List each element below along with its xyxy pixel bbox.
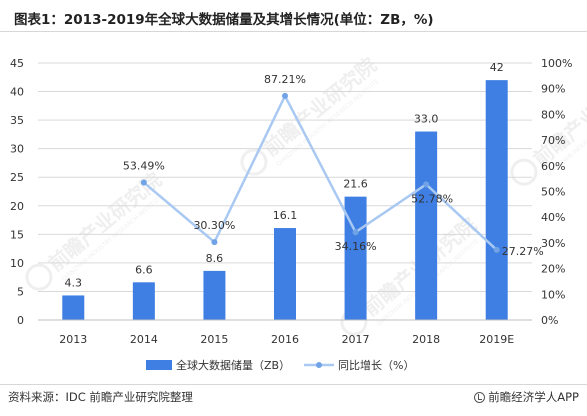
watermark-logo-icon <box>510 158 538 186</box>
legend-line-label: 同比增长（%） <box>338 358 414 372</box>
watermark-text: 前瞻产业研究院 <box>259 53 382 161</box>
growth-data-label: 27.27% <box>502 245 544 258</box>
growth-data-labels: 53.49% 30.30% 87.21% 34.16% 52.78% 27.27% <box>123 73 544 258</box>
bar-data-label: 33.0 <box>414 113 439 126</box>
y-left-tick-label: 35 <box>10 114 24 127</box>
watermark-text: 前瞻产业研究院 <box>44 168 167 276</box>
growth-data-label: 34.16% <box>335 240 377 253</box>
brand-label: 前瞻经济学人APP <box>488 390 579 404</box>
bar <box>415 131 438 320</box>
bar <box>485 80 508 320</box>
y-right-tick-label: 80% <box>541 108 565 121</box>
brand-note: 前瞻经济学人APP <box>474 389 579 405</box>
y-left-tick-label: 40 <box>10 86 24 99</box>
bar-data-label: 4.3 <box>65 276 83 289</box>
left-axis-ticks: 0 5 10 15 20 25 30 35 40 45 <box>10 57 24 327</box>
x-tick-label: 2014 <box>130 333 158 346</box>
bar-data-label: 6.6 <box>135 263 153 276</box>
bar-data-label: 21.6 <box>343 178 368 191</box>
title-divider <box>0 31 587 32</box>
bar-data-label: 8.6 <box>206 252 224 265</box>
growth-point <box>282 92 288 99</box>
y-left-tick-label: 0 <box>17 314 24 327</box>
y-right-tick-label: 50% <box>541 186 565 199</box>
growth-data-label: 52.78% <box>411 192 453 205</box>
bar <box>62 295 85 320</box>
legend: 全球大数据储量（ZB） 同比增长（%） <box>146 358 414 372</box>
y-left-tick-label: 10 <box>10 257 24 270</box>
growth-line-series <box>140 92 500 253</box>
growth-point <box>140 179 147 186</box>
y-right-tick-label: 40% <box>541 211 565 224</box>
growth-point <box>352 229 359 236</box>
y-right-tick-label: 70% <box>541 134 565 147</box>
y-right-tick-label: 100% <box>541 57 572 70</box>
y-right-tick-label: 10% <box>541 288 565 301</box>
growth-data-label: 87.21% <box>264 73 306 86</box>
right-axis-ticks: 0% 10% 20% 30% 40% 50% 60% 70% 80% 90% 100% <box>541 57 572 327</box>
y-right-tick-label: 0% <box>541 314 558 327</box>
y-right-tick-label: 90% <box>541 83 565 96</box>
bar-data-labels: 4.3 6.6 8.6 16.1 21.6 33.0 42 <box>65 61 504 289</box>
growth-point <box>493 246 500 253</box>
legend-line-marker <box>316 362 322 368</box>
x-tick-label: 2016 <box>271 333 299 346</box>
bar-series <box>62 80 508 320</box>
x-tick-label: 2018 <box>412 333 440 346</box>
x-tick-label: 2013 <box>59 333 87 346</box>
growth-point <box>211 239 218 246</box>
x-tick-label: 2015 <box>200 333 228 346</box>
chart-title: 图表1：2013-2019年全球大数据储量及其增长情况(单位：ZB，%) <box>14 12 434 28</box>
bar-data-label: 42 <box>490 61 504 74</box>
y-left-tick-label: 30 <box>10 143 24 156</box>
growth-data-label: 53.49% <box>123 160 165 173</box>
y-left-tick-label: 45 <box>10 57 24 70</box>
growth-data-label: 30.30% <box>193 219 235 232</box>
watermark-logo-icon <box>25 263 53 291</box>
y-left-tick-label: 15 <box>10 228 24 241</box>
brand-logo-icon <box>474 391 486 403</box>
y-left-tick-label: 20 <box>10 200 24 213</box>
footer-divider <box>0 384 587 385</box>
x-tick-label: 2017 <box>342 333 370 346</box>
y-right-tick-label: 30% <box>541 237 565 250</box>
bar <box>203 270 226 320</box>
x-axis-ticks: 2013 2014 2015 2016 2017 2018 2019E <box>38 319 532 346</box>
bar <box>132 282 155 320</box>
y-left-tick-label: 5 <box>17 285 24 298</box>
source-note: 资料来源：IDC 前瞻产业研究院整理 <box>8 390 193 404</box>
growth-point <box>423 181 430 188</box>
y-right-tick-label: 20% <box>541 263 565 276</box>
growth-line <box>143 93 498 251</box>
bar-data-label: 16.1 <box>273 209 298 222</box>
legend-bar-swatch <box>146 360 172 370</box>
legend-bar-label: 全球大数据储量（ZB） <box>176 358 290 372</box>
x-tick-label: 2019E <box>479 333 514 346</box>
watermark-logo-icon <box>240 148 268 176</box>
y-left-tick-label: 25 <box>10 171 24 184</box>
y-right-tick-label: 60% <box>541 160 565 173</box>
bar <box>274 228 296 320</box>
